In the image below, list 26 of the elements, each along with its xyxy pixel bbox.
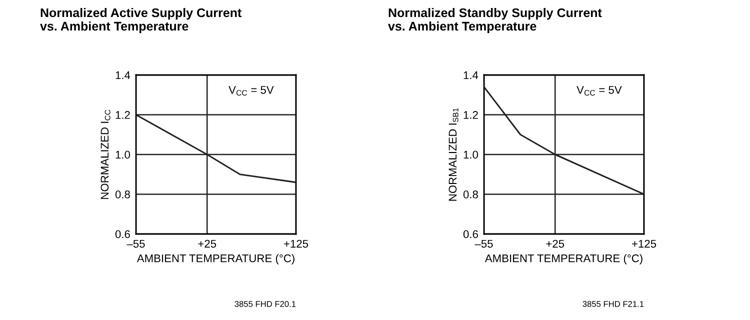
chart-title: Normalized Active Supply Current vs. Ambient Temperature <box>40 8 242 34</box>
x-tick-label: –55 <box>474 240 493 248</box>
x-tick-label: +25 <box>546 240 564 248</box>
annotation: V$_{CC}$ = 5V <box>228 86 274 96</box>
x-axis-title: AMBIENT TEMPERATURE (°C) <box>484 254 642 264</box>
annotation: V$_{CC}$ = 5V <box>576 86 622 96</box>
y-axis-title: NORMALIZED I$_{CC}$ <box>100 110 110 199</box>
text: 3855 FHD F21.1 <box>582 301 644 307</box>
y-tick-label: 0.6 <box>115 230 130 238</box>
y-tick-label: 1.0 <box>116 150 130 159</box>
x-tick-label: +25 <box>198 240 216 248</box>
y-tick-label: 1.2 <box>464 111 478 119</box>
y-tick-label: 0.8 <box>463 190 478 198</box>
y-tick-label: 1.2 <box>116 111 130 119</box>
y-tick-label: 1.0 <box>464 150 478 159</box>
chart-title: Normalized Standby Supply Current vs. Ambient Temperature <box>388 8 602 34</box>
y-tick-label: 0.6 <box>463 230 478 238</box>
x-tick-label: –55 <box>126 240 145 248</box>
y-tick-label: 1.4 <box>464 71 478 80</box>
text: 3855 FHD F20.1 <box>234 301 296 307</box>
y-tick-label: 0.8 <box>115 190 130 198</box>
y-tick-label: 1.4 <box>116 71 130 80</box>
x-tick-label: +125 <box>632 240 656 248</box>
x-axis-title: AMBIENT TEMPERATURE (°C) <box>136 254 294 264</box>
y-axis-title: NORMALIZED I$_{SB1}$ <box>448 108 458 201</box>
x-tick-label: +125 <box>284 240 308 248</box>
